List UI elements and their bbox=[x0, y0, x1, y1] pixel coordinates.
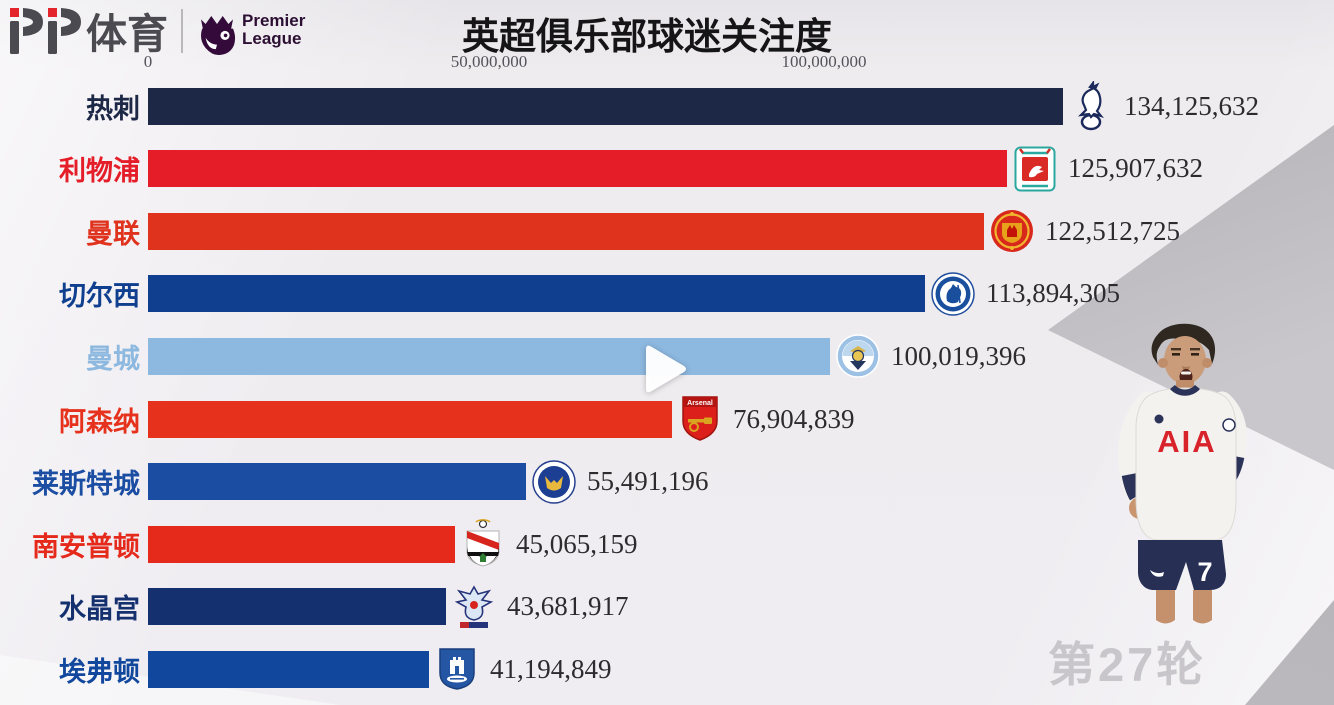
x-axis-tick-50m: 50,000,000 bbox=[450, 52, 528, 71]
fan-count: 134,125,632 bbox=[1124, 90, 1259, 121]
club-label: 水晶宫 bbox=[59, 594, 140, 625]
bar-row: 阿森纳 Arsenal 76,904,839 bbox=[0, 396, 855, 441]
bar bbox=[148, 150, 1007, 188]
pp-sports-wordmark: 体育 bbox=[86, 11, 168, 56]
tottenham-badge-icon bbox=[1066, 80, 1116, 132]
premier-league-lion-icon bbox=[194, 8, 240, 61]
fan-count: 125,907,632 bbox=[1068, 153, 1203, 184]
bar bbox=[148, 212, 984, 250]
premier-league-wordmark: Premier League bbox=[242, 12, 305, 48]
fan-count: 55,491,196 bbox=[587, 466, 709, 497]
play-icon bbox=[646, 345, 686, 393]
bar bbox=[148, 588, 446, 626]
fan-count: 43,681,917 bbox=[507, 591, 629, 622]
club-label: 阿森纳 bbox=[59, 406, 140, 437]
sleeve-patch bbox=[1222, 418, 1236, 432]
x-axis-tick-100m: 100,000,000 bbox=[781, 52, 867, 71]
fan-count: 113,894,305 bbox=[986, 278, 1120, 309]
logo-divider bbox=[181, 9, 183, 53]
fan-count: 45,065,159 bbox=[516, 528, 638, 559]
player-shorts bbox=[1138, 540, 1226, 590]
player-photo-son-heung-min: AIA 7 bbox=[1098, 322, 1263, 628]
player-shirt bbox=[1135, 387, 1237, 541]
everton-badge-icon bbox=[432, 643, 482, 695]
bar-row: 切尔西 113,894,305 bbox=[0, 272, 1120, 316]
club-label: 曼联 bbox=[86, 218, 140, 249]
arsenal-badge-icon: Arsenal bbox=[675, 393, 725, 445]
bar-row: 利物浦 125,907,632 bbox=[0, 146, 1203, 192]
player-hair bbox=[1151, 323, 1216, 365]
x-axis-tick-0: 0 bbox=[143, 52, 153, 71]
bar bbox=[148, 337, 830, 375]
fan-count: 100,019,396 bbox=[891, 340, 1026, 371]
bar-row: 水晶宫 43,681,917 bbox=[0, 585, 629, 628]
fan-count: 122,512,725 bbox=[1045, 215, 1180, 246]
swoosh-mark bbox=[1150, 570, 1164, 577]
man-city-badge-icon bbox=[833, 330, 883, 382]
man-united-badge-icon bbox=[987, 205, 1037, 257]
round-indicator: 第27轮 bbox=[1048, 638, 1207, 691]
club-label: 切尔西 bbox=[59, 281, 140, 312]
bar-row: 埃弗顿 41,194,849 bbox=[0, 648, 612, 691]
premier-league-word-2: League bbox=[242, 29, 302, 48]
bar bbox=[148, 463, 526, 501]
chelsea-badge-icon bbox=[928, 268, 978, 320]
bar bbox=[148, 87, 1063, 125]
player-collar bbox=[1170, 385, 1200, 396]
bar-row: 曼联 122,512,725 bbox=[0, 210, 1180, 253]
pp-sports-logo-icon: 体育 bbox=[10, 8, 178, 61]
svg-text:Arsenal: Arsenal bbox=[687, 400, 713, 407]
shorts-number: 7 bbox=[1197, 557, 1212, 587]
fan-count: 41,194,849 bbox=[490, 653, 612, 684]
bar-row: 南安普顿 45,065,159 bbox=[0, 519, 638, 567]
club-label: 埃弗顿 bbox=[59, 656, 140, 687]
club-label: 莱斯特城 bbox=[32, 469, 140, 500]
fan-count: 76,904,839 bbox=[733, 403, 855, 434]
bar bbox=[148, 275, 925, 313]
club-label: 热刺 bbox=[86, 93, 140, 124]
southampton-badge-icon bbox=[458, 518, 508, 570]
crystal-palace-badge-icon bbox=[449, 581, 499, 633]
bar-row: 曼城 100,019,396 bbox=[0, 334, 1026, 379]
club-label: 曼城 bbox=[86, 343, 140, 374]
bar bbox=[148, 650, 429, 688]
club-label: 南安普顿 bbox=[32, 531, 140, 562]
premier-league-word-1: Premier bbox=[242, 11, 306, 30]
page-title: 英超俱乐部球迷关注度 bbox=[462, 16, 832, 57]
leicester-badge-icon bbox=[529, 456, 579, 508]
bar bbox=[148, 400, 672, 438]
shirt-sponsor-text: AIA bbox=[1157, 424, 1216, 459]
liverpool-badge-icon bbox=[1010, 143, 1060, 195]
club-crest-mark bbox=[1154, 414, 1164, 424]
bar bbox=[148, 525, 455, 563]
play-button[interactable] bbox=[644, 343, 688, 395]
bar-row: 热刺 134,125,632 bbox=[0, 81, 1259, 131]
bar-row: 莱斯特城 55,491,196 bbox=[0, 459, 709, 504]
club-label: 利物浦 bbox=[59, 156, 140, 187]
